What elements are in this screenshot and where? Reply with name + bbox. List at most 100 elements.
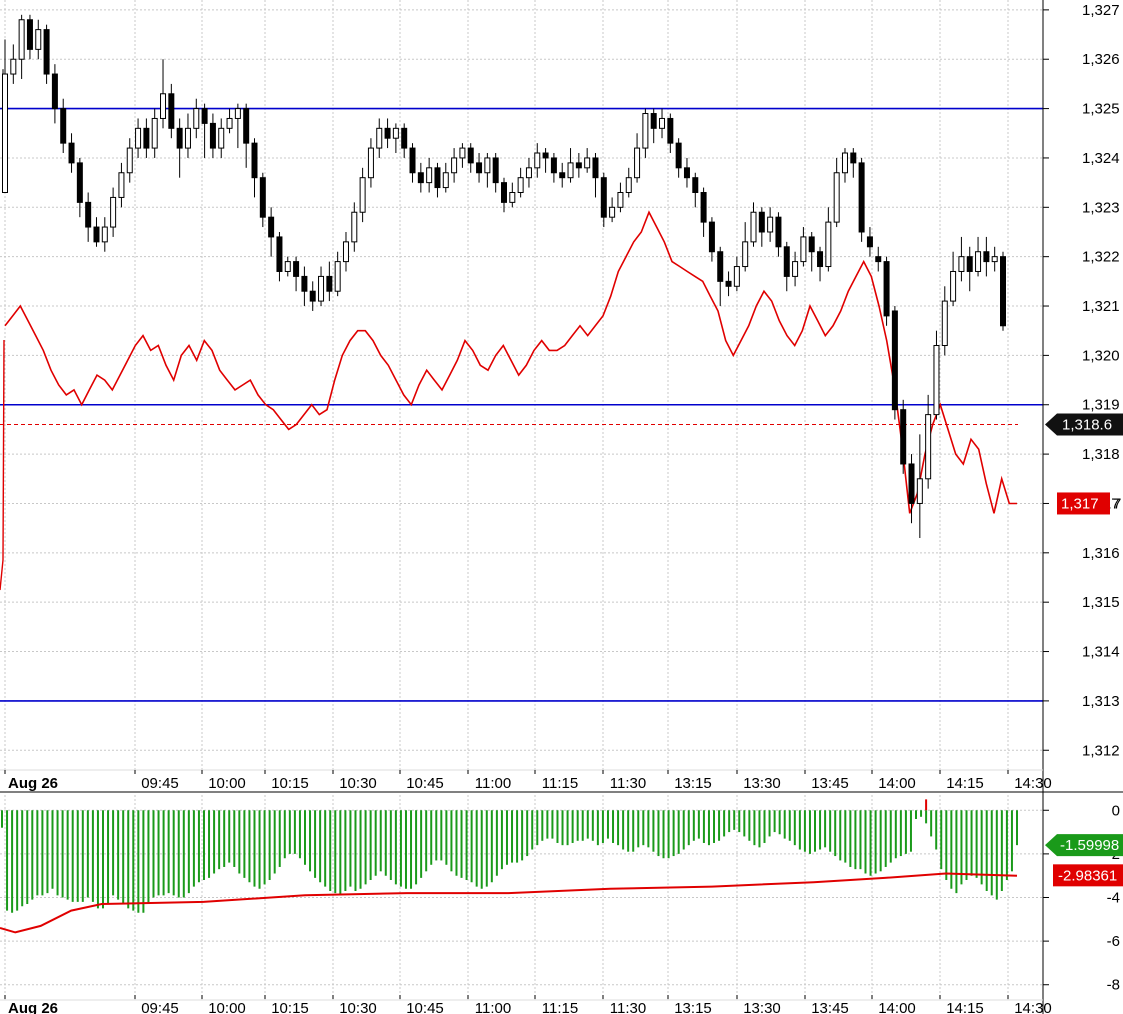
candle-body-down: [783, 246, 790, 277]
candle: [509, 182, 516, 208]
time-tick-label: 10:15: [271, 1000, 309, 1014]
candle: [783, 241, 790, 292]
candle: [717, 246, 724, 307]
price-tick-label: 1,323: [1082, 199, 1120, 216]
candle: [858, 157, 865, 242]
candle-body-up: [925, 414, 932, 480]
candle: [875, 246, 882, 272]
hist-tick-label: -6: [1107, 933, 1120, 950]
price-tick-label: 1,312: [1082, 742, 1120, 759]
candle: [833, 157, 840, 228]
date-label: Aug 26: [8, 1000, 58, 1014]
candle: [168, 83, 175, 139]
candle: [26, 14, 33, 60]
candle-body-down: [692, 177, 699, 193]
candle: [567, 148, 574, 183]
candle-body-down: [68, 142, 75, 164]
hist-tick-label: -4: [1107, 890, 1120, 907]
last-price-tag: 1,318.6: [1045, 413, 1123, 436]
price-candles: [2, 14, 1006, 539]
time-tick-label: 10:45: [406, 775, 444, 792]
time-tick-label: 10:15: [271, 775, 309, 792]
candle-body-down: [209, 122, 216, 149]
candle: [742, 222, 749, 272]
price-tick-label: 1,326: [1082, 51, 1120, 68]
indicator-signal-line: [0, 872, 1018, 934]
candle-body-up: [567, 162, 574, 179]
candle: [866, 227, 873, 257]
candle: [60, 98, 67, 154]
candle: [2, 39, 8, 193]
time-tick-label: 11:30: [610, 775, 646, 792]
candle: [700, 187, 707, 237]
candle-body-up: [642, 113, 649, 149]
candle: [925, 394, 932, 489]
time-tick-label: 13:15: [674, 1000, 712, 1014]
indicator-histogram: [1, 799, 1018, 913]
candle-body-down: [542, 152, 549, 159]
candle: [401, 123, 408, 158]
candle-body-up: [975, 251, 982, 272]
candle-body-up: [525, 167, 532, 179]
signal-value-tag-bg: [1053, 864, 1123, 887]
candle-body-up: [426, 167, 433, 184]
candle: [659, 108, 666, 139]
candle-body-up: [609, 206, 616, 218]
candle-body-down: [243, 108, 250, 144]
candle: [733, 256, 740, 292]
candle-body-down: [26, 19, 33, 50]
time-tick-label: 11:00: [475, 1000, 511, 1014]
candle: [575, 153, 582, 178]
candle-body-down: [168, 93, 175, 129]
candle-body-up: [126, 147, 133, 174]
candle-body-up: [991, 256, 998, 263]
candle-body-up: [584, 157, 591, 169]
time-tick-label: 14:30: [1014, 1000, 1052, 1014]
candle-body-up: [742, 241, 749, 268]
candle: [110, 187, 117, 237]
candle-body-up: [2, 73, 8, 193]
red-indicator-line: [0, 210, 1017, 591]
candle: [276, 231, 283, 282]
candle-body-down: [276, 236, 283, 272]
candle: [609, 197, 616, 223]
candle-body-down: [409, 147, 416, 174]
candle-body-up: [284, 261, 291, 272]
time-tick-label: 10:30: [339, 1000, 377, 1014]
candle-body-down: [875, 256, 882, 263]
candle: [584, 148, 591, 173]
candle: [101, 217, 108, 252]
candle: [991, 246, 998, 272]
candle: [85, 192, 92, 242]
time-tick-label: 14:00: [878, 775, 916, 792]
candle: [675, 138, 682, 178]
candle-body-down: [758, 211, 765, 233]
candle: [118, 162, 125, 208]
hist-tick-label: 0: [1112, 802, 1120, 819]
candle: [218, 118, 225, 158]
price-tick-label: 1,321: [1082, 298, 1120, 315]
candle-body-up: [733, 266, 740, 287]
candle: [642, 108, 649, 158]
candle: [683, 157, 690, 188]
price-tick-label: 1,319: [1082, 397, 1120, 414]
candle-body-down: [326, 275, 333, 292]
price-tick-label: 1,327: [1082, 2, 1120, 19]
candle-body-down: [850, 152, 857, 164]
candle: [342, 231, 349, 272]
price-tick-label: 1,324: [1082, 150, 1120, 167]
time-tick-label: 10:00: [208, 775, 246, 792]
candle-body-up: [517, 177, 524, 193]
candle-body-down: [309, 290, 316, 302]
red-line-start: [0, 339, 5, 591]
candle: [983, 236, 990, 277]
candle: [758, 207, 765, 247]
candle-body-up: [160, 93, 167, 119]
candle-body-down: [51, 73, 58, 110]
candle: [392, 123, 399, 154]
candle: [725, 271, 732, 297]
candle: [367, 138, 374, 188]
candle-body-down: [401, 127, 408, 149]
candle-body-up: [950, 270, 957, 302]
